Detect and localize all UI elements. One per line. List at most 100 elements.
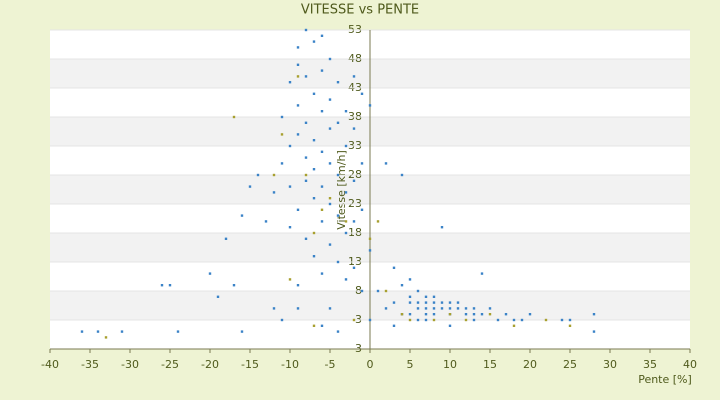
data-point: [168, 284, 172, 287]
data-point: [176, 330, 180, 333]
data-point: [352, 318, 356, 322]
data-point: [296, 104, 300, 107]
data-point: [328, 98, 332, 101]
data-point: [336, 330, 340, 333]
data-point: [408, 301, 412, 304]
x-tick-label: 15: [483, 358, 497, 371]
data-point: [328, 127, 332, 130]
data-point: [296, 63, 300, 66]
data-point: [288, 81, 292, 84]
x-tick-label: 20: [523, 358, 537, 371]
data-point: [208, 272, 212, 275]
x-tick-label: 25: [563, 358, 577, 371]
data-point: [440, 307, 444, 310]
data-point: [352, 266, 356, 269]
data-point: [304, 237, 308, 240]
data-point: [416, 307, 420, 310]
data-point: [384, 289, 388, 293]
chart-title: VITESSE vs PENTE: [301, 3, 419, 18]
data-point: [432, 295, 436, 298]
y-axis-title: Vitesse [km/h]: [335, 150, 348, 230]
data-point: [328, 162, 332, 165]
data-point: [592, 313, 596, 316]
data-point: [320, 185, 324, 188]
data-point: [408, 318, 412, 322]
data-point: [392, 266, 396, 269]
data-point: [224, 237, 228, 240]
data-point: [368, 237, 372, 240]
data-point: [408, 278, 412, 281]
data-point: [440, 301, 444, 304]
data-point: [512, 324, 516, 327]
data-point: [416, 301, 420, 304]
data-point: [288, 144, 292, 148]
x-tick-label: -20: [201, 358, 219, 371]
data-point: [320, 34, 324, 37]
data-point: [432, 301, 436, 304]
data-point: [320, 208, 324, 211]
x-tick-label: -10: [281, 358, 299, 371]
data-point: [240, 214, 244, 217]
data-point: [504, 313, 508, 316]
data-point: [80, 330, 84, 333]
data-point: [456, 307, 460, 310]
x-axis-title: Pente [%]: [638, 373, 692, 386]
data-point: [232, 115, 236, 119]
data-point: [344, 231, 348, 235]
data-point: [392, 301, 396, 304]
data-point: [344, 110, 348, 113]
data-point: [304, 28, 308, 32]
x-tick-label: -40: [41, 358, 59, 371]
data-point: [528, 313, 532, 316]
data-point: [296, 208, 300, 211]
x-tick-label: 0: [367, 358, 374, 371]
data-point: [464, 307, 468, 310]
data-point: [288, 185, 292, 188]
x-tick-label: 40: [683, 358, 697, 371]
data-point: [280, 162, 284, 165]
data-point: [328, 202, 332, 206]
x-tick-label: 30: [603, 358, 617, 371]
data-point: [448, 307, 452, 310]
x-tick-label: -30: [121, 358, 139, 371]
data-point: [240, 330, 244, 333]
data-point: [320, 324, 324, 327]
data-point: [312, 40, 316, 43]
data-point: [424, 307, 428, 310]
data-point: [312, 255, 316, 258]
data-point: [352, 127, 356, 130]
data-point: [328, 57, 332, 61]
data-point: [424, 318, 428, 322]
data-point: [312, 139, 316, 142]
data-point: [304, 121, 308, 124]
data-point: [368, 318, 372, 322]
data-point: [296, 75, 300, 78]
data-point: [496, 318, 500, 322]
data-point: [280, 115, 284, 119]
data-point: [488, 313, 492, 316]
data-point: [448, 313, 452, 316]
data-point: [368, 249, 372, 252]
data-point: [320, 110, 324, 113]
data-point: [312, 231, 316, 235]
data-point: [296, 133, 300, 136]
data-point: [416, 318, 420, 322]
data-point: [96, 330, 100, 333]
data-point: [480, 313, 484, 316]
x-tick-label: -5: [325, 358, 336, 371]
data-point: [312, 168, 316, 171]
data-point: [424, 301, 428, 304]
data-point: [448, 324, 452, 327]
data-point: [360, 289, 364, 293]
data-point: [432, 318, 436, 322]
data-point: [272, 307, 276, 310]
data-point: [344, 144, 348, 148]
data-point: [256, 173, 260, 177]
data-point: [344, 220, 348, 223]
x-tick-label: -35: [81, 358, 99, 371]
x-tick-label: 5: [407, 358, 414, 371]
data-point: [280, 133, 284, 136]
data-point: [568, 324, 572, 327]
data-point: [360, 208, 364, 211]
